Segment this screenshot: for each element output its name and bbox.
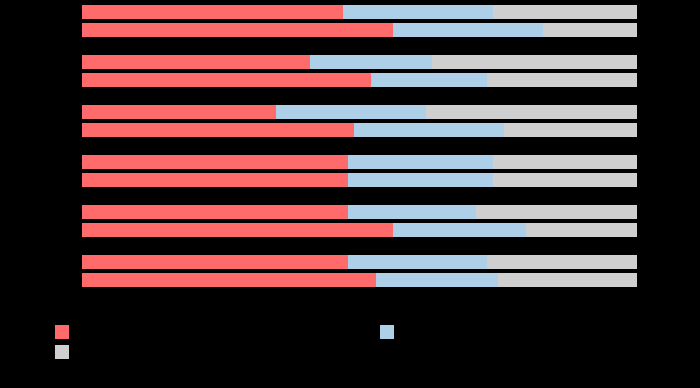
Bar: [309, 55, 432, 69]
Bar: [354, 123, 504, 137]
Bar: [504, 123, 637, 137]
Bar: [55, 345, 69, 359]
Bar: [393, 223, 526, 237]
Bar: [276, 105, 426, 119]
Bar: [82, 55, 309, 69]
Bar: [349, 173, 493, 187]
Bar: [542, 23, 637, 37]
Bar: [82, 205, 349, 219]
Bar: [426, 105, 637, 119]
Bar: [493, 173, 637, 187]
Bar: [82, 273, 376, 287]
Bar: [393, 23, 542, 37]
Bar: [82, 73, 370, 87]
Bar: [476, 205, 637, 219]
Bar: [82, 123, 354, 137]
Bar: [82, 155, 349, 169]
Bar: [493, 155, 637, 169]
Bar: [380, 325, 394, 339]
Bar: [376, 273, 498, 287]
Bar: [343, 5, 493, 19]
Bar: [493, 5, 637, 19]
Bar: [82, 105, 276, 119]
Bar: [370, 73, 487, 87]
Bar: [349, 205, 476, 219]
Bar: [82, 173, 349, 187]
Bar: [55, 325, 69, 339]
Bar: [82, 5, 343, 19]
Bar: [82, 223, 393, 237]
Bar: [82, 23, 393, 37]
Bar: [487, 255, 637, 269]
Bar: [432, 55, 637, 69]
Bar: [349, 155, 493, 169]
Bar: [498, 273, 637, 287]
Bar: [349, 255, 487, 269]
Bar: [82, 255, 349, 269]
Bar: [487, 73, 637, 87]
Bar: [526, 223, 637, 237]
